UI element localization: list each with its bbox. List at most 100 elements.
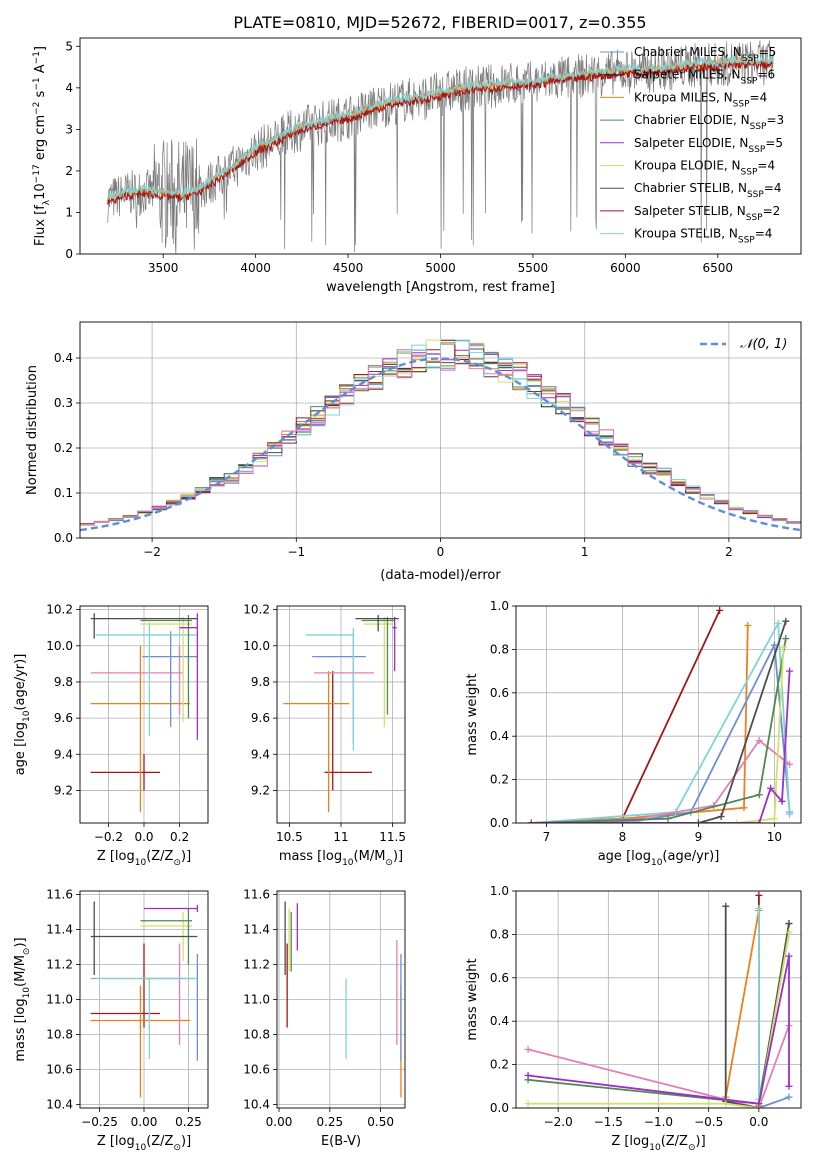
age-vs-Z-frame <box>79 605 209 824</box>
legend-entry-part: =2 <box>763 204 781 218</box>
spectrum-ylabel-part: ] <box>33 46 48 51</box>
spectrum-ylabel-part: −1 <box>32 51 42 64</box>
mass-vs-ebv-xlabel: E(B-V) <box>321 1134 361 1149</box>
legend-entry-part: SSP <box>738 236 755 246</box>
mass-weight-marker <box>755 737 763 745</box>
mass-weight-vs-age-xlabel-part: (age/yr)] <box>662 849 719 864</box>
legend-entry: Salpeter ELODIE, NSSP=5 <box>634 136 783 155</box>
mass-vs-ebv-ytick-label: 10.4 <box>243 1098 270 1112</box>
mass-vs-Z-points <box>90 901 198 1098</box>
mass-vs-Z-xtick-label: −0.25 <box>81 1115 118 1129</box>
mass-weight-marker <box>780 643 788 651</box>
mass-weight-marker <box>786 760 794 768</box>
mass-weight-line <box>531 620 787 823</box>
residuals-ytick-label: 0.2 <box>54 441 73 455</box>
mass-weight-line <box>531 620 791 823</box>
mass-weight-vs-age-frame <box>515 605 802 824</box>
mass-weight-marker <box>732 819 740 823</box>
mass-vs-Z-ylabel-part: )] <box>13 937 28 947</box>
spectrum-xtick-label: 5500 <box>518 261 549 275</box>
mass-weight-vs-age-ytick-label: 0.8 <box>490 642 509 656</box>
age-vs-mass-xlabel-part: 10 <box>342 858 354 868</box>
spectrum-ylabel-part: 10 <box>33 183 48 200</box>
error-bar-point <box>96 977 198 1059</box>
age-vs-Z-panel: −0.2 0.0 0.29.29.49.69.810.010.2Z [log10(Z… <box>13 603 209 868</box>
age-vs-Z-xtick-label: 0.2 <box>170 830 189 844</box>
mass-vs-ebv-frame <box>276 890 406 1109</box>
age-vs-mass-ytick-label: 10.2 <box>243 603 270 617</box>
mass-weight-vs-age-series <box>527 606 794 823</box>
mass-vs-Z-ylabel: mass [log10(M/M⊙)] <box>13 937 32 1061</box>
residuals-xtick-label: 1 <box>581 545 589 559</box>
age-vs-Z-points <box>90 613 198 813</box>
age-vs-mass-xlabel-part: )] <box>393 849 403 864</box>
mass-vs-ebv-ytick-label: 11.2 <box>243 958 270 972</box>
legend-entry-part: =5 <box>759 45 777 59</box>
legend-entry-part: =4 <box>755 227 773 241</box>
mass-vs-ebv-xtick-label: 0.25 <box>316 1115 343 1129</box>
mass-weight-vs-age-xtick-label: 9 <box>695 830 703 844</box>
error-bar-point <box>96 622 198 737</box>
spectrum-ylabel-part: s <box>33 90 48 101</box>
error-bar-point <box>90 943 160 1028</box>
legend-entry-part: =4 <box>750 90 768 104</box>
mass-vs-Z-ytick-label: 10.6 <box>46 1063 73 1077</box>
mass-weight-marker <box>524 1100 532 1108</box>
age-vs-Z-ylabel-part: (age/yr)] <box>13 654 28 711</box>
mass-vs-Z-xlabel-part: 10 <box>135 1143 147 1153</box>
spectrum-ylabel-part: λ <box>42 199 52 205</box>
age-vs-Z-ytick-label: 10.2 <box>46 603 73 617</box>
residuals-ytick-label: 0.0 <box>54 531 73 545</box>
spectrum-model-line <box>107 59 774 205</box>
spectrum-frame <box>79 37 802 255</box>
legend-entry-part: Salpeter ELODIE, N <box>634 136 748 150</box>
error-bar-point <box>283 671 350 813</box>
age-vs-Z-ylabel: age [log10(age/yr)] <box>13 654 32 776</box>
residuals-legend: 𝒩(0, 1) <box>700 337 787 352</box>
mass-weight-vs-age-xtick-label: 8 <box>619 830 627 844</box>
mass-weight-marker <box>524 1045 532 1053</box>
mass-vs-Z-ytick-label: 10.4 <box>46 1098 73 1112</box>
mass-weight-vs-age-ytick-label: 0.6 <box>490 686 509 700</box>
mass-weight-vs-age-ylabel-part: mass weight <box>465 673 480 755</box>
mass-weight-marker <box>722 902 730 910</box>
age-vs-mass-xlabel-part: ⊙ <box>385 858 393 868</box>
mass-vs-Z-xlabel-part: ⊙ <box>173 1143 181 1153</box>
mass-weight-vs-Z-ytick-label: 1.0 <box>490 884 509 898</box>
mass-weight-line <box>531 638 787 823</box>
mass-vs-ebv-panel: 0.00 0.25 0.50 10.4 10.6 10.8 11.0 11.2 11.4 11.6… <box>243 888 406 1149</box>
spectrum-xtick-label: 5000 <box>425 261 456 275</box>
spectrum-ytick-label: 1 <box>65 205 73 219</box>
mass-weight-marker <box>722 1100 730 1108</box>
residuals-xtick-label: −2 <box>143 545 161 559</box>
spectrum-xtick-label: 4000 <box>240 261 271 275</box>
legend-entry: Chabrier STELIB, NSSP=4 <box>634 181 782 200</box>
mass-weight-vs-Z-xlabel-part: )] <box>696 1134 706 1149</box>
error-bar-point <box>392 616 397 672</box>
mass-weight-marker <box>785 952 793 960</box>
spectrum-ylabel-part: A <box>33 64 48 77</box>
mass-weight-marker <box>786 810 794 818</box>
spectrum-ytick-label: 4 <box>65 81 73 95</box>
spectrum-ylabel-part: −17 <box>32 164 42 183</box>
age-vs-Z-xlabel-part: (Z/Z <box>146 849 173 864</box>
legend-entry-part: Chabrier STELIB, N <box>634 181 747 195</box>
mass-weight-marker <box>774 619 782 627</box>
mass-vs-Z-ytick-label: 11.2 <box>46 958 73 972</box>
legend-entry-part: Kroupa ELODIE, N <box>634 159 741 173</box>
mass-weight-marker <box>755 891 763 899</box>
mass-weight-marker <box>716 606 724 614</box>
mass-vs-Z-xlabel-part: )] <box>181 1134 191 1149</box>
mass-weight-vs-age-xlabel-part: age [log <box>598 849 651 864</box>
age-vs-mass-ytick-label: 10.0 <box>243 639 270 653</box>
gaussian-curve <box>80 357 801 532</box>
mass-weight-vs-Z-xlabel-part: ⊙ <box>688 1143 696 1153</box>
age-vs-Z-ytick-label: 9.2 <box>54 783 73 797</box>
mass-weight-vs-age-xlabel-part: 10 <box>651 858 663 868</box>
error-bar-point <box>305 627 355 751</box>
mass-vs-ebv-xtick-label: 0.50 <box>367 1115 394 1129</box>
legend-entry-part: SSP <box>742 54 759 64</box>
mass-vs-Z-ylabel-part: mass [log <box>13 998 28 1061</box>
legend-entry-part: Salpeter MILES, N <box>634 68 741 82</box>
age-vs-mass-ytick-label: 9.6 <box>251 711 270 725</box>
